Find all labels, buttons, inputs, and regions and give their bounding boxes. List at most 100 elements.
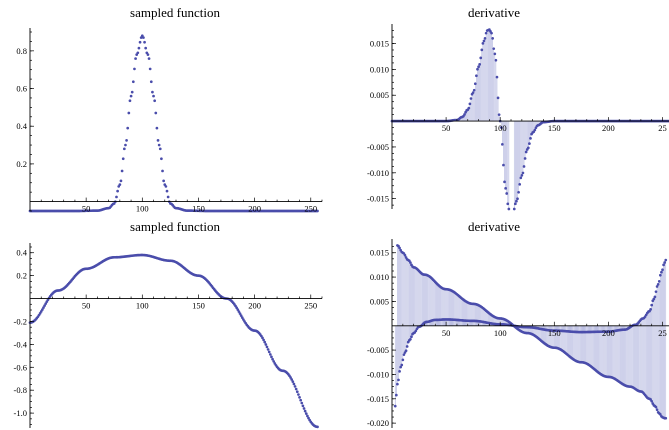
y-tick-label--1: -1.0 <box>14 408 27 418</box>
x-tick-label-150: 150 <box>192 301 205 311</box>
point-s0-x96 <box>136 51 140 55</box>
point-s1-x4 <box>394 393 398 397</box>
point-s0-x233 <box>290 378 294 381</box>
y-tick-label--0.01: -0.010 <box>367 369 389 379</box>
point-s0-x114 <box>514 202 517 206</box>
point-s0-x78 <box>475 74 478 78</box>
y-tick-label--0.015: -0.015 <box>367 394 389 404</box>
y-tick-label--0.4: -0.4 <box>14 339 28 349</box>
point-s0-x103 <box>502 163 505 167</box>
point-s0-x111 <box>153 99 157 103</box>
point-s0-x115 <box>157 143 161 147</box>
point-s0-x94 <box>492 47 496 51</box>
y-tick-label-0.8: 0.8 <box>16 46 27 56</box>
point-s0-x108 <box>149 80 153 84</box>
point-s1-x18 <box>410 335 413 339</box>
point-s0-x86 <box>483 36 487 40</box>
point-s0-x103 <box>144 46 148 50</box>
point-s0-x117 <box>160 157 163 161</box>
point-s0-x207 <box>261 336 264 340</box>
point-s0-x83 <box>480 48 484 52</box>
point-s1-x11 <box>402 353 406 357</box>
point-s0-x236 <box>293 385 297 388</box>
y-tick-label-0.2: 0.2 <box>16 159 27 169</box>
panel-top-right: derivative 50 100 150 200 25 -0.015 -0.010 -0.0… <box>334 0 669 215</box>
y-tick-label--0.2: -0.2 <box>14 316 27 326</box>
point-s0-x232 <box>289 376 292 379</box>
point-s0-x240 <box>298 396 301 399</box>
point-s0-x117 <box>517 190 520 194</box>
point-s0-x123 <box>166 195 170 199</box>
point-s0-x12 <box>42 306 45 309</box>
point-s0-x118 <box>161 169 164 173</box>
point-s0-x78 <box>116 189 119 193</box>
y-tick-label--0.015: -0.015 <box>367 194 389 204</box>
chart-bottom-right-derivative: derivative 50 100 150 200 25 -0.020 -0.015 -0.0… <box>367 219 669 428</box>
point-s0-x109 <box>151 90 154 94</box>
point-s1-x246 <box>656 283 660 286</box>
point-s0-x245 <box>655 408 659 412</box>
point-s0-x185 <box>236 308 240 311</box>
point-s0-x101 <box>499 126 503 129</box>
filling-stems <box>446 29 554 209</box>
point-s0-x82 <box>479 56 483 60</box>
chart-title: sampled function <box>130 5 220 20</box>
point-s0-x210 <box>264 343 268 346</box>
point-s0-x92 <box>131 80 135 84</box>
point-s0-x87 <box>126 126 130 130</box>
x-tick-label-200: 200 <box>248 204 261 214</box>
y-tick-label--0.8: -0.8 <box>14 385 27 395</box>
point-s0-x116 <box>158 147 162 151</box>
point-s0-x237 <box>294 387 298 391</box>
point-s0-x85 <box>482 39 486 43</box>
point-s0-x208 <box>262 338 265 342</box>
chart-top-right-derivative: derivative 50 100 150 200 25 -0.015 -0.010 -0.0… <box>367 5 669 211</box>
point-s0-x186 <box>237 310 241 313</box>
x-tick-label-250: 25 <box>658 328 667 338</box>
point-s0-x98 <box>496 96 500 100</box>
panel-bottom-right: derivative 50 100 150 200 25 -0.020 -0.015 -0.0… <box>334 215 669 430</box>
point-s0-x247 <box>306 414 309 418</box>
ticks: 50 100 150 200 25 -0.020 -0.015 -0.010 -0.005 0.0… <box>367 246 667 428</box>
point-s0-x121 <box>164 185 168 188</box>
point-s0-x243 <box>301 404 305 408</box>
y-tick-label-0.6: 0.6 <box>16 84 27 94</box>
point-s0-x213 <box>267 350 271 354</box>
point-s0-x93 <box>133 67 136 71</box>
point-s0-x118 <box>518 182 522 186</box>
point-s0-x209 <box>263 340 267 344</box>
point-s0-x79 <box>476 67 479 71</box>
filling-stems <box>394 245 667 419</box>
x-tick-label-100: 100 <box>494 123 507 133</box>
point-s0-x187 <box>238 312 242 315</box>
point-s0-x113 <box>155 126 159 130</box>
chart-title: derivative <box>468 219 520 234</box>
point-s0-x86 <box>125 139 128 142</box>
point-s1-x247 <box>657 279 661 283</box>
data-points <box>390 28 669 211</box>
point-s0-x94 <box>134 57 137 60</box>
y-tick-label-0.4: 0.4 <box>16 121 27 131</box>
point-s1-x242 <box>652 297 656 301</box>
y-tick-label-0.01: 0.010 <box>370 272 389 282</box>
point-s0-x84 <box>481 42 485 45</box>
point-s0-x102 <box>143 40 146 44</box>
point-s0-x101 <box>142 36 145 39</box>
point-s1-x251 <box>662 263 665 267</box>
data-points <box>28 253 319 429</box>
point-s0-x188 <box>239 314 243 317</box>
point-s0-x238 <box>295 390 299 394</box>
point-s0-x244 <box>654 405 658 409</box>
point-s0-x106 <box>147 57 151 60</box>
point-s0-x84 <box>122 147 126 151</box>
point-s0-x235 <box>292 382 296 386</box>
point-s0-x256 <box>316 209 319 213</box>
point-s1-x17 <box>409 337 412 341</box>
y-tick-label-0.015: 0.015 <box>370 39 389 49</box>
point-s0-x189 <box>240 316 244 319</box>
y-tick-label--0.005: -0.005 <box>367 345 389 355</box>
point-s0-x72 <box>468 102 472 106</box>
y-tick-label-0.005: 0.005 <box>370 296 389 306</box>
y-tick-label-0.4: 0.4 <box>16 248 27 258</box>
